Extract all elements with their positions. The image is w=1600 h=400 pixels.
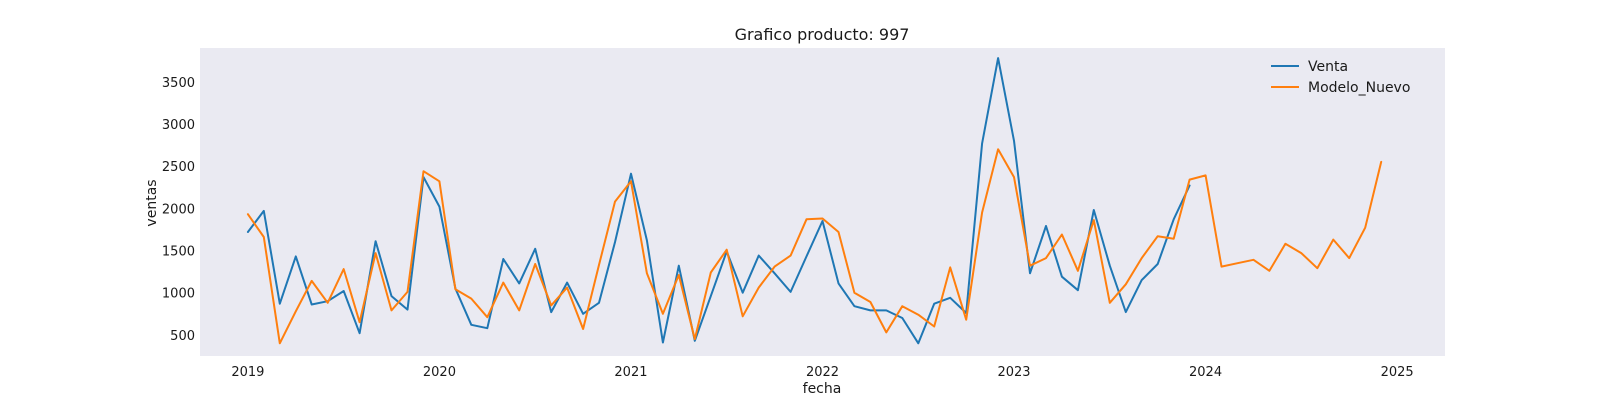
y-axis-ticks: 500 1000 1500 2000 2500 3000 3500 <box>162 76 195 344</box>
x-tick-label: 2020 <box>423 365 456 380</box>
x-tick-label: 2021 <box>614 365 647 380</box>
y-tick-label: 3000 <box>162 118 195 133</box>
x-axis-ticks: 2019 2020 2021 2022 2023 2024 2025 <box>231 365 1413 380</box>
series-line-modelo-nuevo <box>246 148 1383 345</box>
legend: Venta Modelo_Nuevo <box>1271 59 1410 96</box>
series-lines <box>246 57 1383 345</box>
y-tick-label: 2500 <box>162 160 195 175</box>
chart-title: Grafico producto: 997 <box>735 25 910 44</box>
y-axis-label: ventas <box>144 179 160 226</box>
x-tick-label: 2024 <box>1189 365 1222 380</box>
x-tick-label: 2023 <box>997 365 1030 380</box>
x-tick-label: 2019 <box>231 365 264 380</box>
y-tick-label: 2000 <box>162 202 195 217</box>
x-axis-label: fecha <box>803 381 842 397</box>
y-tick-label: 3500 <box>162 76 195 91</box>
y-tick-label: 1000 <box>162 287 195 302</box>
y-tick-label: 1500 <box>162 245 195 260</box>
legend-label: Venta <box>1308 59 1348 75</box>
y-tick-label: 500 <box>170 329 195 344</box>
plot-area <box>200 48 1445 356</box>
x-tick-label: 2025 <box>1381 365 1414 380</box>
x-tick-label: 2022 <box>806 365 839 380</box>
legend-label: Modelo_Nuevo <box>1308 80 1410 96</box>
